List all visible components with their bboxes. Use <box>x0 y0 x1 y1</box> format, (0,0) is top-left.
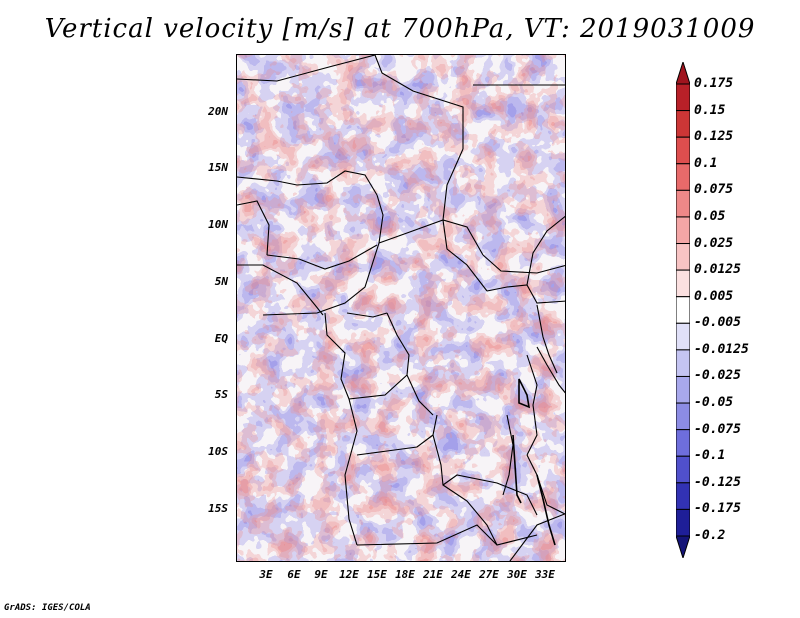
colorbar-level-label: -0.05 <box>694 395 734 411</box>
lon-label-15e: 15E <box>367 568 387 581</box>
lat-label-5n: 5N <box>214 275 228 288</box>
lon-label-18e: 18E <box>395 568 415 581</box>
lon-label-3e: 3E <box>259 568 273 581</box>
lon-label-21e: 21E <box>423 568 443 581</box>
lat-label-eq: EQ <box>214 332 228 345</box>
colorbar-level-label: 0.075 <box>694 182 734 198</box>
colorbar-level-label: -0.1 <box>694 448 726 464</box>
chart-title: Vertical velocity [m/s] at 700hPa, VT: 2… <box>44 14 756 44</box>
colorbar-level-label: -0.005 <box>694 315 741 331</box>
lon-label-27e: 27E <box>479 568 499 581</box>
colorbar-band <box>676 482 690 510</box>
lat-label-10n: 10N <box>208 218 228 231</box>
colorbar-level-label: 0.005 <box>694 288 734 304</box>
colorbar-band <box>676 216 690 245</box>
lat-label-5s: 5S <box>214 388 228 401</box>
colorbar-band <box>676 322 690 351</box>
colorbar-level-label: -0.125 <box>694 474 741 490</box>
colorbar-band <box>676 189 690 218</box>
colorbar-band <box>676 110 690 138</box>
lat-label-15s: 15S <box>208 502 228 515</box>
colorbar-band <box>676 375 690 404</box>
colorbar-level-label: 0.175 <box>694 76 734 91</box>
vertical-velocity-field <box>237 55 565 561</box>
map-panel <box>236 54 566 562</box>
colorbar <box>676 62 690 558</box>
colorbar-band <box>676 296 690 324</box>
lake-outlines <box>512 378 556 546</box>
lon-label-9e: 9E <box>314 568 328 581</box>
colorbar-band <box>676 429 690 457</box>
lat-label-10s: 10S <box>208 445 228 458</box>
colorbar-band <box>676 269 690 298</box>
colorbar-level-label: 0.0125 <box>694 262 741 278</box>
colorbar-band <box>676 163 690 191</box>
lon-label-33e: 33E <box>535 568 555 581</box>
colorbar-level-label: 0.125 <box>694 129 734 145</box>
colorbar-band <box>676 455 690 484</box>
colorbar-level-label: -0.2 <box>694 528 726 543</box>
lon-label-12e: 12E <box>339 568 359 581</box>
colorbar-level-label: 0.05 <box>694 208 726 224</box>
colorbar-level-label: -0.0125 <box>694 341 749 357</box>
lat-label-15n: 15N <box>208 161 228 174</box>
colorbar-level-label: -0.025 <box>694 368 741 384</box>
colorbar-level-label: 0.025 <box>694 235 734 251</box>
colorbar-top-arrow <box>676 62 690 85</box>
lat-label-20n: 20N <box>208 105 228 118</box>
colorbar-band <box>676 402 690 431</box>
colorbar-band <box>676 243 690 271</box>
colorbar-level-label: -0.175 <box>694 501 741 517</box>
colorbar-level-label: 0.1 <box>694 155 718 171</box>
lon-label-6e: 6E <box>287 568 301 581</box>
country-borders <box>237 55 565 561</box>
lon-label-30e: 30E <box>507 568 527 581</box>
colorbar-level-label: -0.075 <box>694 421 741 437</box>
grads-credit: GrADS: IGES/COLA <box>4 603 91 613</box>
lon-label-24e: 24E <box>451 568 471 581</box>
colorbar-band <box>676 83 690 112</box>
colorbar-band <box>676 349 690 377</box>
colorbar-band <box>676 508 690 537</box>
colorbar-level-label: 0.15 <box>694 102 726 118</box>
colorbar-band <box>676 136 690 165</box>
colorbar-bottom-arrow <box>676 535 690 558</box>
